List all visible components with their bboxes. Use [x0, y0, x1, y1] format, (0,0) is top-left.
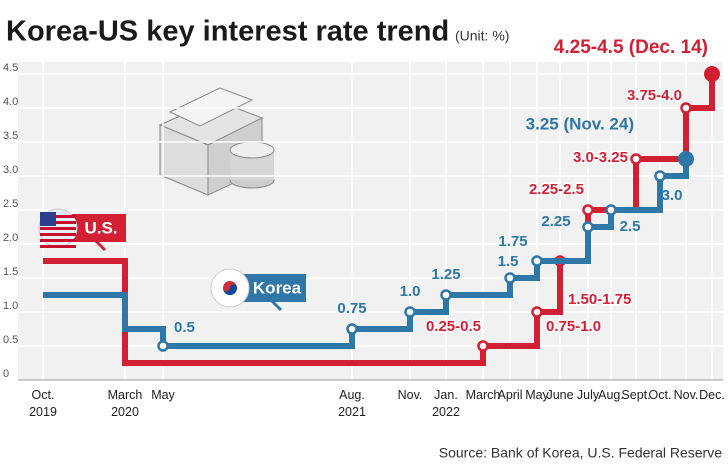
value-label: 2.5 [620, 218, 641, 235]
point [680, 102, 692, 114]
point [605, 204, 617, 216]
flag-stripe [40, 215, 76, 218]
value-label: 3.75-4.0 [627, 87, 682, 104]
x-tick-label: Oct. [649, 388, 672, 402]
flag-stripe [40, 239, 76, 242]
x-tick-label: March [466, 388, 501, 402]
y-tick-label: 3.0 [3, 164, 18, 176]
legend-label: U.S. [84, 218, 117, 237]
point [531, 255, 543, 267]
flag-stripe [40, 227, 76, 230]
value-label: 2.25 [541, 213, 570, 230]
point [440, 289, 452, 301]
value-label: 1.75 [498, 233, 527, 250]
point [531, 306, 543, 318]
y-tick-label: 0 [3, 368, 9, 380]
flag-emblem [223, 284, 237, 295]
x-tick-label: Dec. [699, 388, 725, 402]
x-tick-label: April [497, 388, 522, 402]
y-tick-label: 3.5 [3, 130, 18, 142]
value-label: 0.25-0.5 [426, 318, 481, 335]
chart-subtitle: (Unit: %) [455, 28, 509, 44]
value-label: 1.0 [400, 283, 421, 300]
value-label: 0.75 [337, 300, 366, 317]
value-label: 1.25 [431, 266, 460, 283]
x-tick-label: Oct. 2019 [29, 388, 57, 419]
source: Source: Bank of Korea, U.S. Federal Rese… [439, 445, 722, 461]
x-tick-label: Jan. 2022 [432, 388, 460, 419]
y-tick-label: 4.0 [3, 96, 18, 108]
legend-label: Korea [253, 278, 302, 297]
flag-stripe [40, 221, 76, 224]
x-tick-label: July [577, 388, 600, 402]
value-label: 0.5 [174, 319, 195, 336]
point [582, 221, 594, 233]
point [504, 272, 516, 284]
value-label: 1.50-1.75 [568, 291, 631, 308]
value-label: 4.25-4.5 (Dec. 14) [554, 37, 708, 58]
y-tick-label: 2.5 [3, 198, 18, 210]
value-label: 3.25 (Nov. 24) [526, 114, 634, 133]
x-tick-label: March 2020 [108, 388, 143, 419]
y-tick-label: 2.0 [3, 232, 18, 244]
point [404, 306, 416, 318]
x-tick-label: May [525, 388, 549, 402]
x-tick-label: Nov. [398, 388, 423, 402]
x-tick-label: Aug. [598, 388, 624, 402]
point [582, 204, 594, 216]
series: 0.5 0.75 1.0 1.25 1.5 1.75 2.25 2.5 3.0 3.25 (Nov… [43, 114, 694, 352]
y-tick-label: 4.5 [3, 62, 18, 74]
point [346, 323, 358, 335]
x-tick-label: June [546, 388, 573, 402]
x-tick-label: May [151, 388, 175, 402]
point [654, 170, 666, 182]
point [477, 340, 489, 352]
chart-title: Korea-US key interest rate trend [6, 16, 449, 48]
y-tick-label: 1.5 [3, 266, 18, 278]
flag-stripe [40, 245, 76, 248]
point [630, 153, 642, 165]
y-tick-label: 0.5 [3, 334, 18, 346]
value-label: 3.0 [662, 187, 683, 204]
x-tick-label: Nov. [674, 388, 699, 402]
flag-stripe [40, 233, 76, 236]
flag-canton [40, 212, 56, 226]
value-label: 0.75-1.0 [546, 318, 601, 335]
value-label: 1.5 [498, 253, 519, 270]
value-label: 3.0-3.25 [573, 149, 628, 166]
x-tick-label: Aug. 2021 [338, 388, 366, 419]
point [678, 151, 694, 167]
y-tick-label: 1.0 [3, 300, 18, 312]
x-tick-label: Sept. [621, 388, 650, 402]
point [704, 66, 720, 82]
value-label: 2.25-2.5 [529, 181, 584, 198]
point [157, 340, 169, 352]
